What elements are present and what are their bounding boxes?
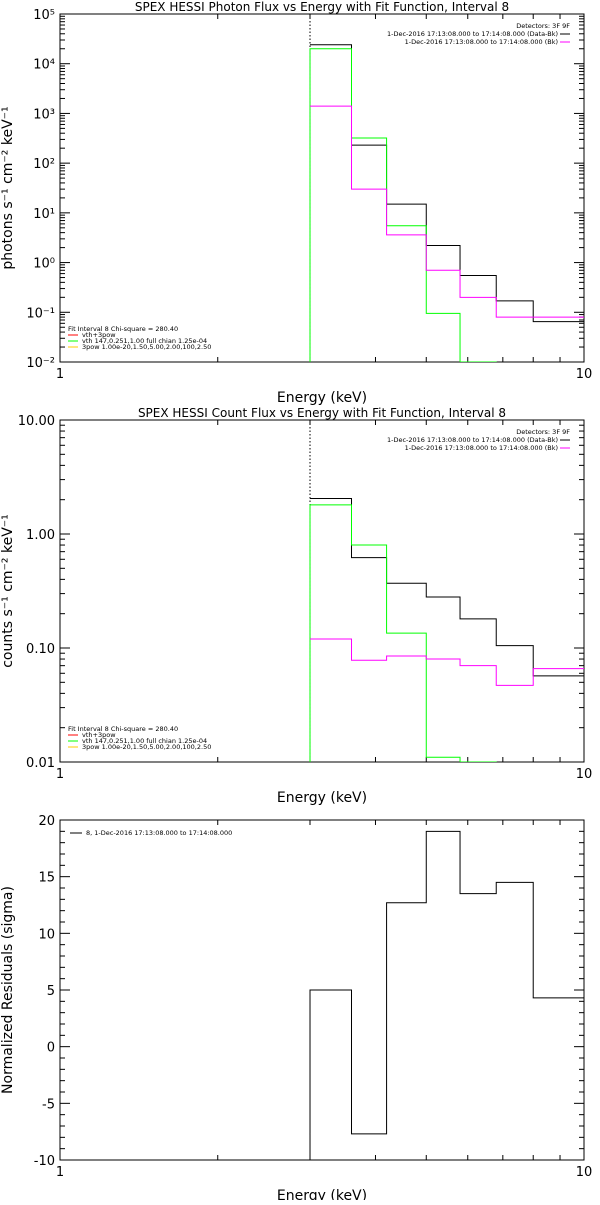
y-tick-label: 10⁴ — [33, 58, 55, 73]
y-tick-label: 0.01 — [26, 756, 55, 771]
y-tick-label: 1.00 — [26, 528, 55, 543]
series-line-1 — [309, 830, 584, 1160]
info-line-data-bk: 1-Dec-2016 17:13:08.000 to 17:14:08.000 … — [387, 30, 558, 38]
x-tick-label: 10 — [576, 767, 593, 782]
series-line-1 — [310, 44, 584, 323]
y-tick-label: -10 — [34, 1154, 55, 1169]
y-tick-label: 10⁵ — [33, 8, 55, 23]
plot-frame — [59, 419, 585, 763]
info-line-data-bk: 1-Dec-2016 17:13:08.000 to 17:14:08.000 … — [387, 436, 558, 444]
x-ticks — [59, 820, 561, 1160]
legend-entry: 3pow 1.00e-20,1.50,5.00,2.00,100,2.50 — [82, 343, 211, 351]
data-area — [309, 14, 584, 362]
y-ticks — [60, 13, 584, 363]
detector-info: Detectors: 3F 9F1-Dec-2016 17:13:08.000 … — [387, 22, 570, 46]
y-tick-label: 0 — [47, 1041, 55, 1056]
data-area — [309, 420, 584, 762]
x-ticks — [59, 420, 561, 762]
x-axis-label: Energy (keV) — [277, 790, 367, 806]
y-tick-label: 20 — [38, 814, 55, 829]
legend-entry: 3pow 1.00e-20,1.50,5.00,2.00,100,2.50 — [82, 743, 211, 751]
y-tick-label: 0.10 — [26, 642, 55, 657]
x-tick-label: 1 — [56, 367, 64, 382]
y-tick-label: 10 — [38, 927, 55, 942]
x-tick-label: 10 — [576, 367, 593, 382]
y-ticks — [60, 419, 584, 763]
y-tick-label: 15 — [38, 871, 55, 886]
chart-panel-1: SPEX HESSI Photon Flux vs Energy with Fi… — [0, 0, 592, 406]
x-tick-label: 10 — [576, 1165, 593, 1180]
y-tick-label: 10⁻¹ — [26, 306, 55, 321]
x-tick-label: 1 — [56, 1165, 64, 1180]
chart-panel-3: 1 10 -10 -5 0 5 10 15 20 Energy (keV) Normalized R… — [0, 814, 593, 1204]
legend: 8, 1-Dec-2016 17:13:08.000 to 17:14:08.0… — [70, 829, 232, 837]
x-axis-label: Energy (keV) — [277, 1188, 367, 1200]
y-axis-label: photons s⁻¹ cm⁻² keV⁻¹ — [0, 106, 16, 269]
legend-entry: vth+3pow — [82, 731, 116, 739]
series-line-3 — [310, 638, 584, 686]
chart-panel-2: SPEX HESSI Count Flux vs Energy with Fit… — [0, 406, 592, 806]
legend-entry: vth 147,0.251,1.00 full chian 1.25e-04 — [82, 737, 207, 745]
y-tick-label: 10³ — [33, 107, 55, 122]
y-tick-label: 10.00 — [18, 414, 55, 429]
y-axis-label: Normalized Residuals (sigma) — [0, 886, 16, 1094]
series-line-2 — [309, 504, 497, 762]
x-axis-label: Energy (keV) — [277, 390, 367, 406]
y-axis-label: counts s⁻¹ cm⁻² keV⁻¹ — [0, 514, 16, 668]
legend-entry: vth+3pow — [82, 331, 116, 339]
detectors-text: Detectors: 3F 9F — [516, 22, 570, 30]
info-line-bk: 1-Dec-2016 17:13:08.000 to 17:14:08.000 … — [405, 38, 558, 46]
y-ticks — [60, 819, 584, 1161]
chart-title: SPEX HESSI Photon Flux vs Energy with Fi… — [135, 0, 509, 14]
series-line-3 — [310, 105, 584, 318]
legend-header: Fit Interval 8 Chi-square = 280.40 — [68, 725, 178, 733]
chart-title: SPEX HESSI Count Flux vs Energy with Fit… — [138, 406, 506, 420]
x-tick-label: 1 — [56, 767, 64, 782]
y-tick-label: 10¹ — [33, 207, 55, 222]
legend-entry: 8, 1-Dec-2016 17:13:08.000 to 17:14:08.0… — [86, 829, 232, 837]
legend: Fit Interval 8 Chi-square = 280.40vth+3p… — [68, 725, 211, 751]
series-line-2 — [309, 48, 497, 362]
y-tick-label: 10² — [33, 157, 55, 172]
detectors-text: Detectors: 3F 9F — [516, 428, 570, 436]
y-tick-label: -5 — [42, 1097, 55, 1112]
detector-info: Detectors: 3F 9F1-Dec-2016 17:13:08.000 … — [387, 428, 570, 452]
legend-entry: vth 147,0.251,1.00 full chian 1.25e-04 — [82, 337, 207, 345]
series-line-1 — [310, 497, 584, 677]
y-tick-label: 10⁰ — [33, 257, 55, 272]
legend-header: Fit Interval 8 Chi-square = 280.40 — [68, 325, 178, 333]
plot-frame — [59, 13, 585, 363]
data-area — [309, 830, 584, 1160]
y-tick-label: 5 — [47, 984, 55, 999]
legend: Fit Interval 8 Chi-square = 280.40vth+3p… — [68, 325, 211, 351]
y-tick-label: 10⁻² — [26, 356, 55, 371]
info-line-bk: 1-Dec-2016 17:13:08.000 to 17:14:08.000 … — [405, 444, 558, 452]
